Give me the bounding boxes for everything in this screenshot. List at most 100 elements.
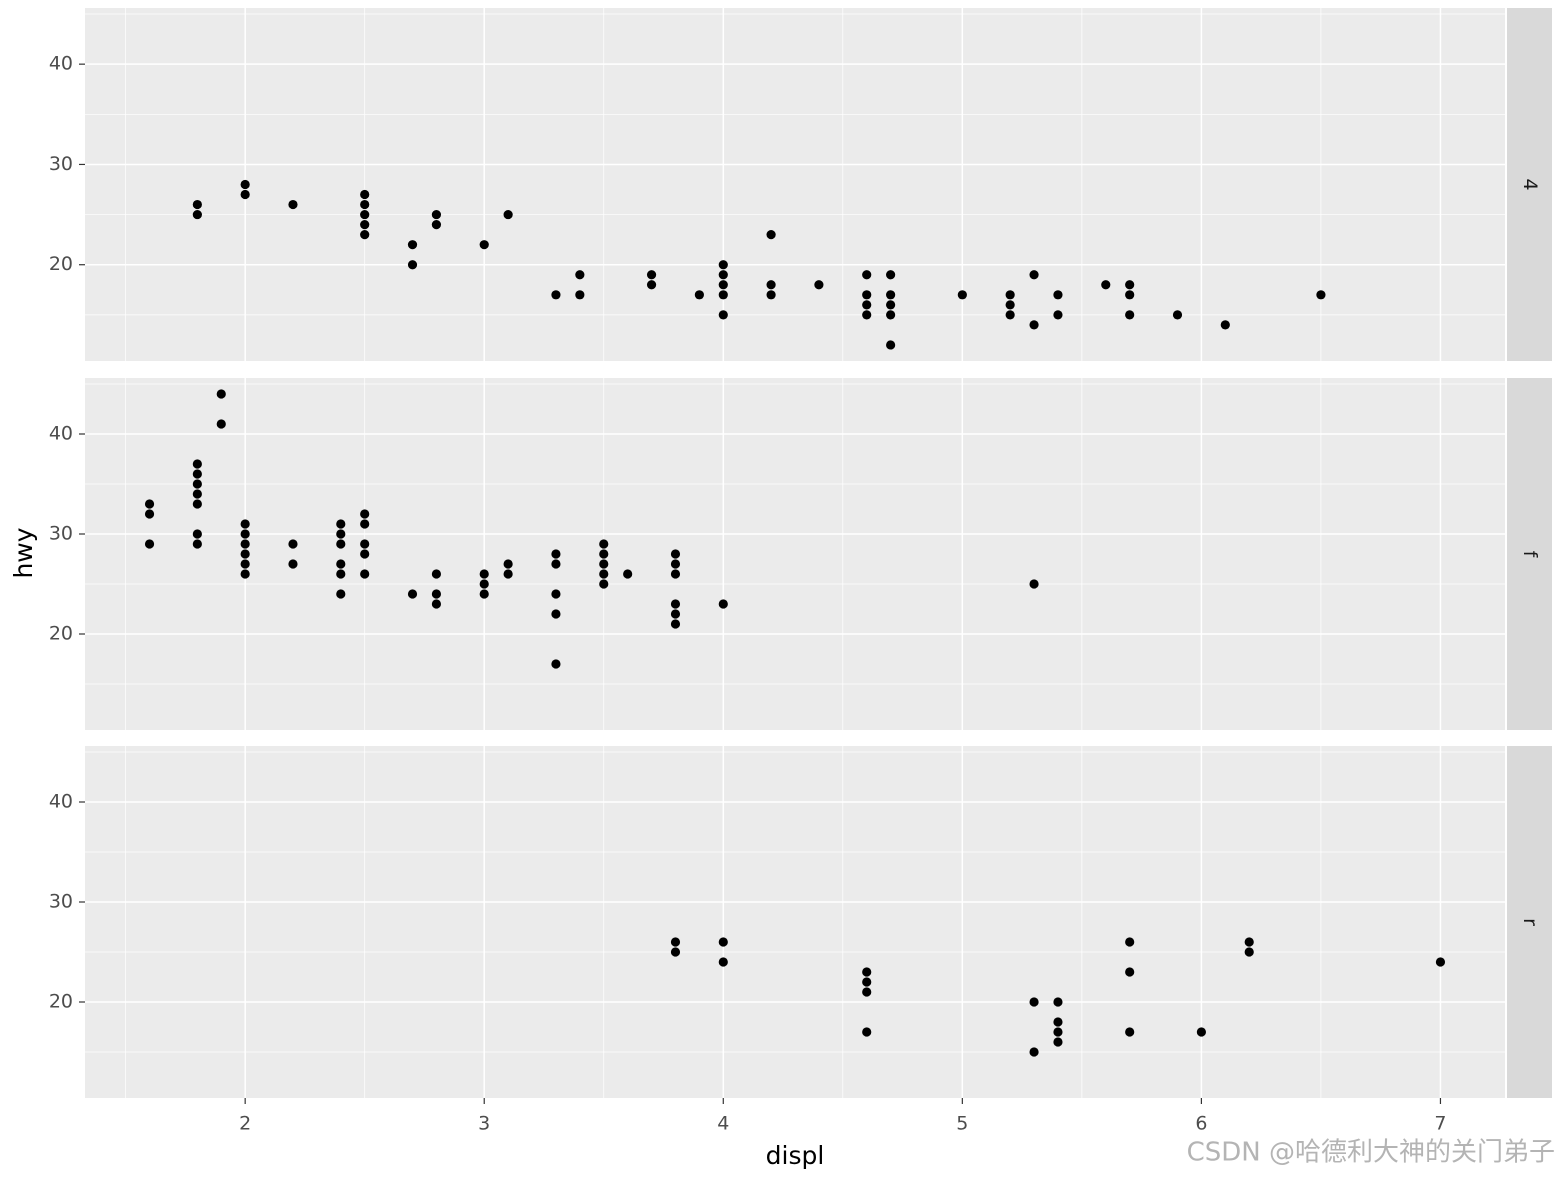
point xyxy=(503,559,513,569)
point xyxy=(646,280,657,290)
point xyxy=(431,569,442,579)
point xyxy=(336,569,346,579)
point xyxy=(192,199,202,210)
y-tick-label: 40 xyxy=(49,791,73,813)
point xyxy=(670,947,681,957)
point xyxy=(551,659,561,669)
point xyxy=(360,199,370,210)
point xyxy=(694,290,704,300)
point xyxy=(431,589,442,599)
point xyxy=(360,519,370,529)
point xyxy=(551,589,561,599)
point xyxy=(718,280,728,290)
point xyxy=(599,569,609,579)
point xyxy=(670,599,681,609)
point xyxy=(240,559,250,569)
point xyxy=(718,270,728,280)
x-tick-label: 6 xyxy=(1195,1113,1207,1135)
point xyxy=(216,419,226,429)
point xyxy=(551,549,561,559)
point xyxy=(575,270,585,280)
panel-background xyxy=(85,8,1505,361)
point xyxy=(599,549,609,559)
point xyxy=(551,609,561,619)
point xyxy=(670,569,681,579)
point xyxy=(1125,310,1135,320)
panel-background xyxy=(85,378,1505,730)
point xyxy=(240,179,250,190)
point xyxy=(862,967,872,977)
point xyxy=(551,559,561,569)
point xyxy=(360,189,370,200)
point xyxy=(1005,290,1015,300)
point xyxy=(240,549,250,559)
x-tick-label: 7 xyxy=(1434,1113,1446,1135)
point xyxy=(503,569,513,579)
point xyxy=(192,469,202,479)
point xyxy=(670,549,681,559)
y-axis-title: hwy xyxy=(9,527,38,578)
point xyxy=(670,609,681,619)
point xyxy=(192,209,202,220)
point xyxy=(192,529,202,539)
y-tick-label: 30 xyxy=(49,153,73,175)
point xyxy=(886,290,896,300)
strip xyxy=(1507,746,1552,1098)
point xyxy=(862,290,872,300)
point xyxy=(407,240,418,250)
point xyxy=(336,519,346,529)
point xyxy=(336,529,346,539)
point xyxy=(360,549,370,559)
panel-background xyxy=(85,746,1505,1098)
point xyxy=(1029,997,1039,1007)
point xyxy=(670,937,681,947)
point xyxy=(862,1027,872,1037)
point xyxy=(670,619,681,629)
point xyxy=(1029,1047,1039,1057)
point xyxy=(479,569,489,579)
point xyxy=(192,499,202,509)
point xyxy=(1196,1027,1206,1037)
point xyxy=(360,539,370,549)
point xyxy=(718,599,728,609)
strip-label: f xyxy=(1519,551,1541,559)
point xyxy=(288,559,298,569)
point xyxy=(766,230,776,240)
point xyxy=(1029,579,1039,589)
point xyxy=(216,389,226,399)
point xyxy=(240,519,250,529)
point xyxy=(479,579,489,589)
point xyxy=(886,300,896,310)
point xyxy=(1029,320,1039,330)
point xyxy=(144,509,155,519)
point xyxy=(862,977,872,987)
point xyxy=(1220,320,1230,330)
point xyxy=(1053,997,1063,1007)
point xyxy=(288,199,298,210)
point xyxy=(718,957,728,967)
point xyxy=(192,459,202,469)
point xyxy=(814,280,824,290)
point xyxy=(646,270,657,280)
point xyxy=(479,589,489,599)
point xyxy=(240,189,250,200)
point xyxy=(336,539,346,549)
x-tick-label: 4 xyxy=(717,1113,729,1135)
x-tick-label: 3 xyxy=(478,1113,490,1135)
point xyxy=(144,499,155,509)
y-tick-label: 30 xyxy=(49,523,73,545)
y-tick-label: 20 xyxy=(49,623,73,645)
point xyxy=(599,579,609,589)
point xyxy=(336,559,346,569)
y-tick-label: 30 xyxy=(49,891,73,913)
point xyxy=(1244,947,1254,957)
point xyxy=(240,529,250,539)
point xyxy=(1029,270,1039,280)
strip xyxy=(1507,378,1552,730)
point xyxy=(1244,937,1254,947)
point xyxy=(431,599,442,609)
point xyxy=(1125,290,1135,300)
point xyxy=(1125,1027,1135,1037)
point xyxy=(862,987,872,997)
y-tick-label: 40 xyxy=(49,53,73,75)
